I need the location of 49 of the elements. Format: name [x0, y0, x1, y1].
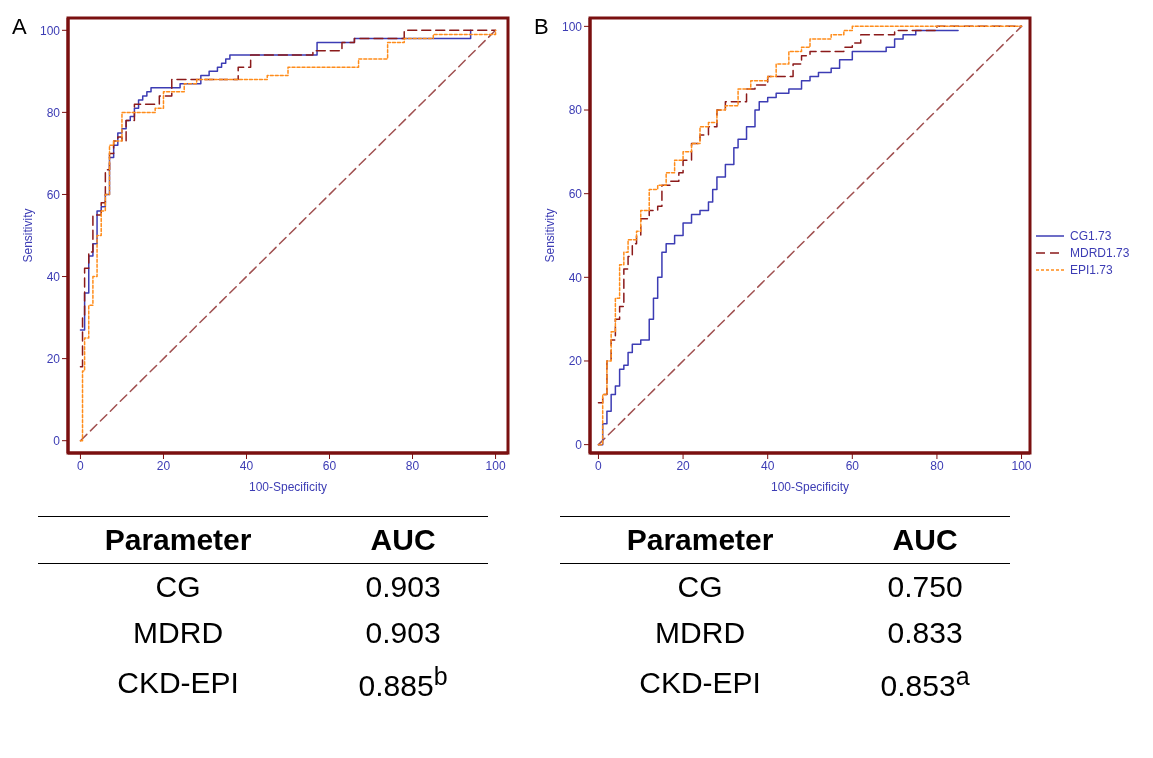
y-tick-label: 20: [46, 351, 61, 366]
legend-label: MDRD1.73: [1070, 244, 1130, 262]
y-tick-label: 60: [568, 186, 583, 201]
y-tick-label: 80: [46, 105, 61, 120]
text: Parameter: [103, 522, 253, 558]
y-tick-label: 60: [46, 187, 61, 202]
text: 0.833: [886, 615, 964, 651]
text: 0.853$^{a}$: [879, 661, 971, 704]
y-tick-label: 100: [39, 23, 61, 38]
x-tick-label: 40: [239, 458, 254, 473]
x-axis-title: 100-Specificity: [770, 480, 850, 494]
x-tick-label: 20: [676, 458, 691, 473]
y-tick-label: 40: [568, 270, 583, 285]
text: MDRD: [132, 615, 225, 651]
text: CKD-EPI: [116, 664, 240, 701]
x-tick-label: 80: [405, 458, 420, 473]
text: Parameter: [625, 522, 775, 558]
chart-title: A: [12, 14, 27, 40]
x-tick-label: 0: [77, 458, 85, 473]
text: AUC: [369, 522, 437, 558]
y-tick-label: 20: [568, 354, 583, 369]
text: 0.750: [886, 569, 964, 605]
x-tick-label: 60: [322, 458, 337, 473]
y-axis-title: Sensitivity: [21, 208, 36, 263]
y-tick-label: 0: [53, 433, 61, 448]
x-tick-label: 100: [1011, 458, 1032, 473]
text: 0.885$^{b}$: [357, 661, 449, 704]
text: 0.903: [364, 615, 442, 651]
y-tick-label: 0: [575, 437, 583, 452]
text: 0.903: [364, 569, 442, 605]
x-tick-label: 20: [156, 458, 171, 473]
x-axis-title: 100-Specificity: [248, 480, 328, 494]
text: AUC: [891, 522, 959, 558]
y-tick-label: 40: [46, 269, 61, 284]
x-tick-label: 80: [930, 458, 944, 473]
text: CG: [154, 569, 202, 605]
x-tick-label: 40: [761, 458, 775, 473]
y-tick-label: 80: [568, 103, 583, 118]
y-axis-title: Sensitivity: [543, 208, 558, 263]
x-tick-label: 60: [845, 458, 860, 473]
y-tick-label: 100: [561, 19, 583, 34]
chart-title: B: [534, 14, 549, 40]
text: CKD-EPI: [638, 664, 762, 701]
x-tick-label: 0: [595, 458, 603, 473]
text: MDRD: [654, 615, 747, 651]
legend-label: CG1.73: [1070, 227, 1112, 245]
x-tick-label: 100: [485, 458, 506, 473]
legend-label: EPI1.73: [1070, 261, 1113, 279]
text: CG: [676, 569, 724, 605]
